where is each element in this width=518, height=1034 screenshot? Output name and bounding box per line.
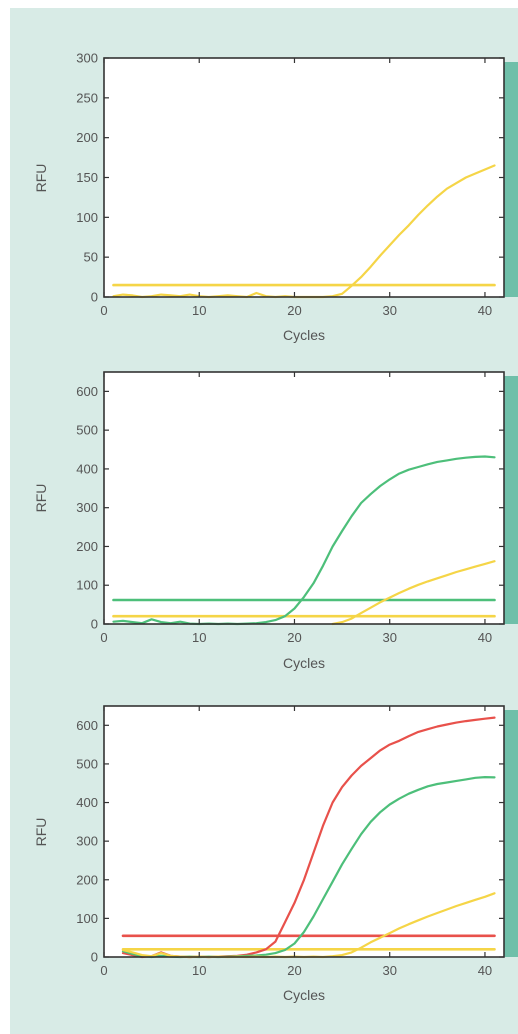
x-tick-label: 40	[478, 630, 492, 645]
x-tick-label: 10	[192, 303, 206, 318]
y-tick-label: 300	[76, 834, 98, 849]
y-tick-label: 150	[76, 170, 98, 185]
y-tick-label: 0	[91, 950, 98, 965]
y-tick-label: 0	[91, 290, 98, 305]
x-tick-label: 10	[192, 630, 206, 645]
y-axis-title: RFU	[33, 484, 49, 513]
plot-area	[104, 706, 504, 957]
plot-frame	[103, 705, 505, 958]
x-tick-label: 30	[382, 963, 396, 978]
x-tick-label: 40	[478, 303, 492, 318]
x-tick-label: 10	[192, 963, 206, 978]
x-tick-label: 30	[382, 630, 396, 645]
y-tick-label: 200	[76, 130, 98, 145]
y-tick-label: 100	[76, 578, 98, 593]
x-tick-label: 40	[478, 963, 492, 978]
y-tick-label: 300	[76, 51, 98, 66]
x-axis-title: Cycles	[283, 655, 325, 671]
x-tick-label: 20	[287, 963, 301, 978]
x-tick-label: 20	[287, 303, 301, 318]
y-tick-label: 200	[76, 539, 98, 554]
panel-accent-bar	[504, 62, 518, 297]
y-axis-title: RFU	[33, 164, 49, 193]
x-tick-label: 0	[100, 303, 107, 318]
x-tick-label: 20	[287, 630, 301, 645]
y-tick-label: 600	[76, 718, 98, 733]
plot-area	[104, 372, 504, 624]
x-tick-label: 30	[382, 303, 396, 318]
x-axis-title: Cycles	[283, 987, 325, 1003]
plot-area	[104, 58, 504, 297]
chart-panel-3: 0 100 200 300 400 500 600 0 10 20 30 40 Cycles RFU	[33, 705, 518, 1003]
y-tick-label: 100	[76, 210, 98, 225]
y-tick-label: 500	[76, 756, 98, 771]
y-tick-label: 600	[76, 384, 98, 399]
y-tick-label: 300	[76, 500, 98, 515]
y-tick-label: 50	[84, 250, 98, 265]
y-tick-label: 100	[76, 911, 98, 926]
panel-accent-bar	[504, 376, 518, 624]
y-tick-label: 0	[91, 617, 98, 632]
x-tick-label: 0	[100, 963, 107, 978]
amplification-curve-4	[331, 560, 496, 626]
chart-panel-2: 0 100 200 300 400 500 600 0 10 20 30 40 Cycles RFU	[33, 371, 518, 671]
y-tick-label: 250	[76, 90, 98, 105]
y-tick-label: 400	[76, 795, 98, 810]
y-tick-label: 400	[76, 461, 98, 476]
amplification-curve-3	[112, 455, 496, 626]
panel-accent-bar	[504, 710, 518, 957]
y-axis-title: RFU	[33, 818, 49, 847]
plot-frame	[103, 371, 505, 625]
x-axis-title: Cycles	[283, 327, 325, 343]
x-tick-label: 0	[100, 630, 107, 645]
y-tick-label: 500	[76, 423, 98, 438]
chart-panel-1: 0 50 100 150 200 250 300 0 10 20 30 40 Cycles RFU	[33, 51, 518, 343]
y-tick-label: 200	[76, 872, 98, 887]
